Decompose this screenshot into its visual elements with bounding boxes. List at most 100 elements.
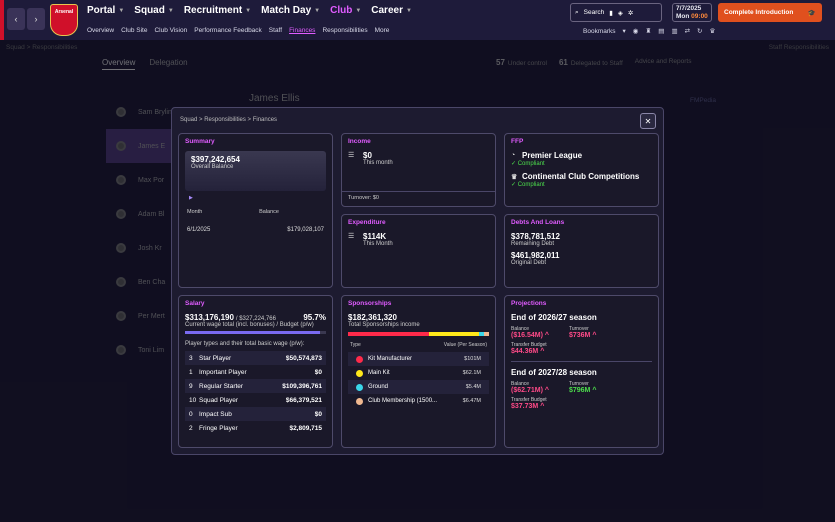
debts-title: Debts And Loans bbox=[511, 219, 565, 226]
list-item[interactable]: Ben Cha bbox=[106, 265, 246, 299]
table-row: 2 Fringe Player $2,809,715 bbox=[189, 424, 322, 432]
list-item[interactable]: Max Por bbox=[106, 163, 246, 197]
salary-card: Salary $313,176,190 / $327,224,766 95.7%… bbox=[178, 295, 333, 448]
submenu-performance-feedback[interactable]: Performance Feedback bbox=[194, 27, 262, 34]
refresh-icon[interactable]: ↻ bbox=[697, 28, 703, 35]
menu-recruitment[interactable]: Recruitment ▼ bbox=[183, 5, 252, 16]
menu-club[interactable]: Club ▼ bbox=[330, 5, 362, 16]
remaining-debt-label: Remaining Debt bbox=[511, 241, 555, 247]
up-arrow-icon: ^ bbox=[544, 332, 549, 339]
shirt-icon[interactable]: ♜ bbox=[645, 28, 652, 35]
close-button[interactable]: ✕ bbox=[640, 113, 656, 129]
staff-responsibilities-link[interactable]: Staff Responsibilities bbox=[768, 44, 829, 51]
transfer-icon[interactable]: ⇄ bbox=[684, 28, 691, 35]
trophy-icon[interactable]: ♛ bbox=[709, 28, 716, 35]
submenu-finances[interactable]: Finances bbox=[289, 27, 316, 34]
menu-match-day[interactable]: Match Day ▼ bbox=[261, 5, 321, 16]
overall-balance: $397,242,654 bbox=[191, 155, 240, 164]
sponsorship-bar-segment bbox=[479, 332, 484, 336]
original-debt-label: Original Debt bbox=[511, 260, 547, 266]
debts-card: Debts And Loans $378,781,512 Remaining D… bbox=[504, 214, 659, 288]
close-icon: ✕ bbox=[644, 116, 652, 126]
projections-title: Projections bbox=[511, 300, 547, 307]
tab-overview[interactable]: Overview bbox=[102, 58, 136, 70]
submenu-responsibilities[interactable]: Responsibilities bbox=[322, 27, 368, 34]
salary-title: Salary bbox=[185, 300, 205, 307]
up-arrow-icon: ^ bbox=[592, 387, 597, 394]
bookmarks-bar: Bookmarks ▾ ◉ ♜ ▤ ▥ ⇄ ↻ ♛ bbox=[583, 27, 716, 36]
projections-card: Projections End of 2026/27 season Balanc… bbox=[504, 295, 659, 448]
original-debt: $461,982,011 bbox=[511, 251, 560, 260]
wage-budget: / $327,224,766 bbox=[235, 316, 276, 322]
club-crest[interactable]: Arsenal bbox=[50, 4, 78, 36]
ffp-competition: Premier League bbox=[522, 151, 583, 160]
player-types-label: Player types and their total basic wage … bbox=[185, 341, 305, 347]
remaining-debt: $378,781,512 bbox=[511, 232, 560, 241]
gear-icon[interactable]: ✲ bbox=[627, 9, 634, 17]
check-icon: ✓ bbox=[511, 182, 518, 188]
main-menu: Portal ▼ Squad ▼ Recruitment ▼ Match Day ▼ C… bbox=[87, 5, 422, 16]
search-button[interactable]: ⌕ Search ▮ ◈ ✲ bbox=[570, 3, 662, 22]
sponsorship-bar-segment bbox=[483, 332, 489, 336]
bookmarks-dropdown[interactable]: Bookmarks bbox=[583, 27, 616, 35]
menu-squad[interactable]: Squad ▼ bbox=[134, 5, 174, 16]
submenu-staff[interactable]: Staff bbox=[268, 27, 283, 34]
forward-button[interactable]: › bbox=[27, 8, 45, 30]
finances-modal: Squad > Responsibilities > Finances ✕ Su… bbox=[171, 107, 664, 455]
turnover: Turnover: $0 bbox=[342, 191, 495, 204]
advice-reports-link[interactable]: Advice and Reports bbox=[634, 58, 692, 65]
chart-marker: ▶ bbox=[189, 195, 193, 201]
expenditure-card: Expenditure ☰ $114K This Month bbox=[341, 214, 496, 288]
day-text: Mon bbox=[676, 13, 690, 20]
submenu-club-site[interactable]: Club Site bbox=[121, 27, 148, 34]
color-dot bbox=[356, 397, 363, 405]
expenditure-value: $114K bbox=[363, 232, 387, 241]
table-row: Main Kit $62.1M bbox=[348, 366, 489, 380]
table-row: 9 Regular Starter $109,396,761 bbox=[185, 379, 326, 393]
chevron-down-icon: ▼ bbox=[405, 7, 412, 14]
up-arrow-icon: ^ bbox=[592, 332, 597, 339]
stat-delegated: 61 Delegated to Staff bbox=[558, 58, 623, 67]
table-row: 10 Squad Player $66,379,521 bbox=[189, 396, 322, 404]
back-button[interactable]: ‹ bbox=[7, 8, 25, 30]
table-row: 0 Impact Sub $0 bbox=[185, 407, 326, 421]
sponsorships-title: Sponsorships bbox=[348, 300, 392, 307]
menu-portal[interactable]: Portal ▼ bbox=[87, 5, 125, 16]
tab-delegation[interactable]: Delegation bbox=[149, 58, 188, 67]
col-type: Type bbox=[350, 342, 361, 348]
report-icon[interactable]: ▥ bbox=[671, 28, 678, 35]
list-item[interactable]: Per Mert bbox=[106, 299, 246, 333]
search-icon: ⌕ bbox=[575, 8, 579, 16]
time-text: 09:00 bbox=[691, 13, 708, 20]
list-item[interactable]: Sam Brylinski bbox=[106, 95, 246, 129]
coins-icon: ☰ bbox=[348, 152, 355, 159]
ffp-status: Compliant bbox=[517, 182, 545, 188]
table-row: 3 Star Player $50,574,873 bbox=[185, 351, 326, 365]
graduation-cap-icon: 🎓 bbox=[807, 9, 816, 17]
menu-career[interactable]: Career ▼ bbox=[371, 5, 412, 16]
sponsorships-label: Total Sponsorships income bbox=[348, 322, 420, 328]
submenu-club-vision[interactable]: Club Vision bbox=[154, 27, 188, 34]
chevron-down-icon: ▼ bbox=[355, 7, 362, 14]
sponsorship-bar-segment bbox=[348, 332, 430, 336]
sponsorships-total: $182,361,320 bbox=[348, 313, 397, 322]
submenu-overview[interactable]: Overview bbox=[87, 27, 115, 34]
ffp-title: FFP bbox=[511, 138, 524, 145]
list-item[interactable]: Toni Lim bbox=[106, 333, 246, 367]
color-dot bbox=[356, 369, 363, 377]
game-date[interactable]: 7/7/2025 Mon 09:00 bbox=[672, 3, 712, 22]
list-item[interactable]: Josh Kr bbox=[106, 231, 246, 265]
color-dot bbox=[356, 383, 363, 391]
wage-label: Current wage total (incl. bonuses) / Bud… bbox=[185, 322, 314, 328]
list-item[interactable]: Adam Bl bbox=[106, 197, 246, 231]
overall-balance-label: Overall Balance bbox=[191, 164, 234, 170]
shield-icon[interactable]: ◈ bbox=[617, 9, 623, 17]
bookmark-icon[interactable]: ▮ bbox=[609, 9, 613, 17]
complete-introduction-button[interactable]: Complete Introduction 🎓 bbox=[718, 3, 822, 22]
chevron-down-icon: ▾ bbox=[622, 28, 626, 35]
person-icon[interactable]: ◉ bbox=[632, 28, 639, 35]
fmpedia-link[interactable]: FMPedia bbox=[690, 97, 717, 104]
chevron-down-icon: ▼ bbox=[245, 7, 252, 14]
clipboard-icon[interactable]: ▤ bbox=[658, 28, 665, 35]
submenu-more[interactable]: More bbox=[374, 27, 390, 34]
